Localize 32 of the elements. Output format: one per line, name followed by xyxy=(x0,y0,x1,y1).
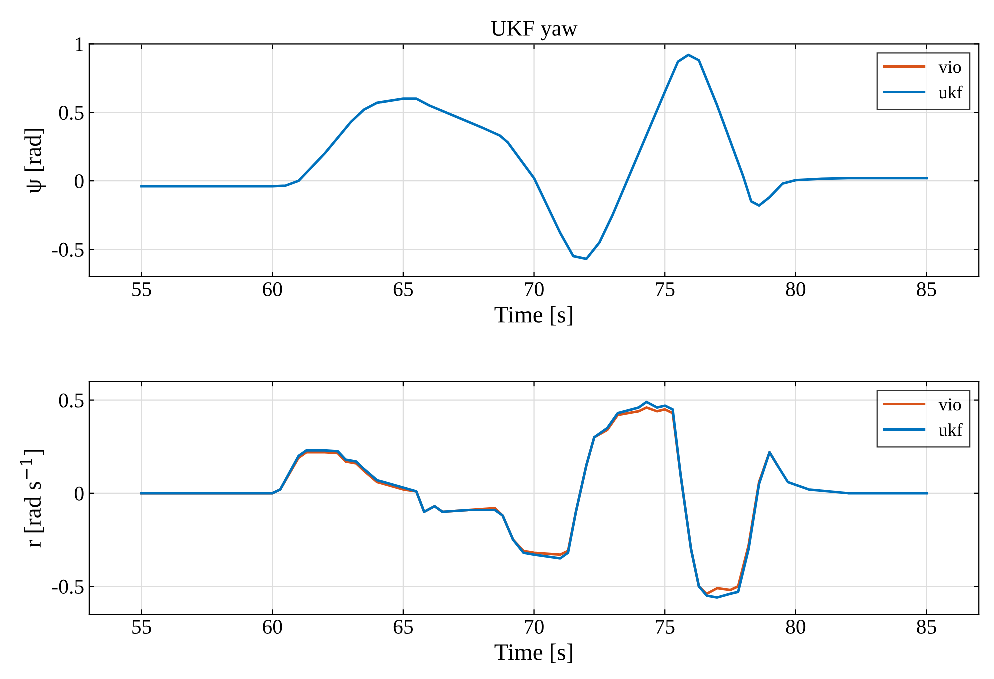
line-series xyxy=(140,54,928,260)
x-tick-label: 60 xyxy=(263,620,282,634)
y-tick-label: 0 xyxy=(74,486,84,501)
x-tick-label: 55 xyxy=(132,282,152,296)
y-tick-label: -0.5 xyxy=(52,242,84,258)
chart-title: UKF yaw xyxy=(491,21,578,41)
x-tick-label: 85 xyxy=(917,282,936,296)
y-tick-label: 0.5 xyxy=(59,106,84,120)
y-axis-title: ψ [rad] xyxy=(24,129,46,194)
x-axis-title: Time [s] xyxy=(494,644,572,664)
y-tick-label: 0 xyxy=(74,174,84,189)
x-tick-label: 65 xyxy=(394,620,414,634)
y-tick-label: -0.5 xyxy=(52,580,84,594)
line-series xyxy=(140,400,928,599)
x-tick-label: 85 xyxy=(917,620,936,634)
x-tick-label: 60 xyxy=(263,282,282,296)
x-tick-label: 75 xyxy=(656,282,675,296)
legend-label: ukf xyxy=(939,423,963,436)
legend-label: vio xyxy=(938,61,962,74)
x-tick-label: 75 xyxy=(656,620,675,634)
y-tick-label: 0.5 xyxy=(59,394,84,408)
x-tick-label: 70 xyxy=(525,620,544,634)
legend-label: ukf xyxy=(939,86,963,99)
x-tick-label: 70 xyxy=(525,282,544,296)
x-tick-label: 80 xyxy=(786,282,806,296)
y-tick-label: 1 xyxy=(76,38,84,52)
y-axis-title: r [rad s$^{−1}$] xyxy=(20,450,44,548)
x-tick-label: 80 xyxy=(786,620,806,634)
x-tick-label: 65 xyxy=(394,282,414,296)
legend-label: vio xyxy=(938,398,962,411)
x-tick-label: 55 xyxy=(132,620,152,634)
x-axis-title: Time [s] xyxy=(494,306,572,326)
